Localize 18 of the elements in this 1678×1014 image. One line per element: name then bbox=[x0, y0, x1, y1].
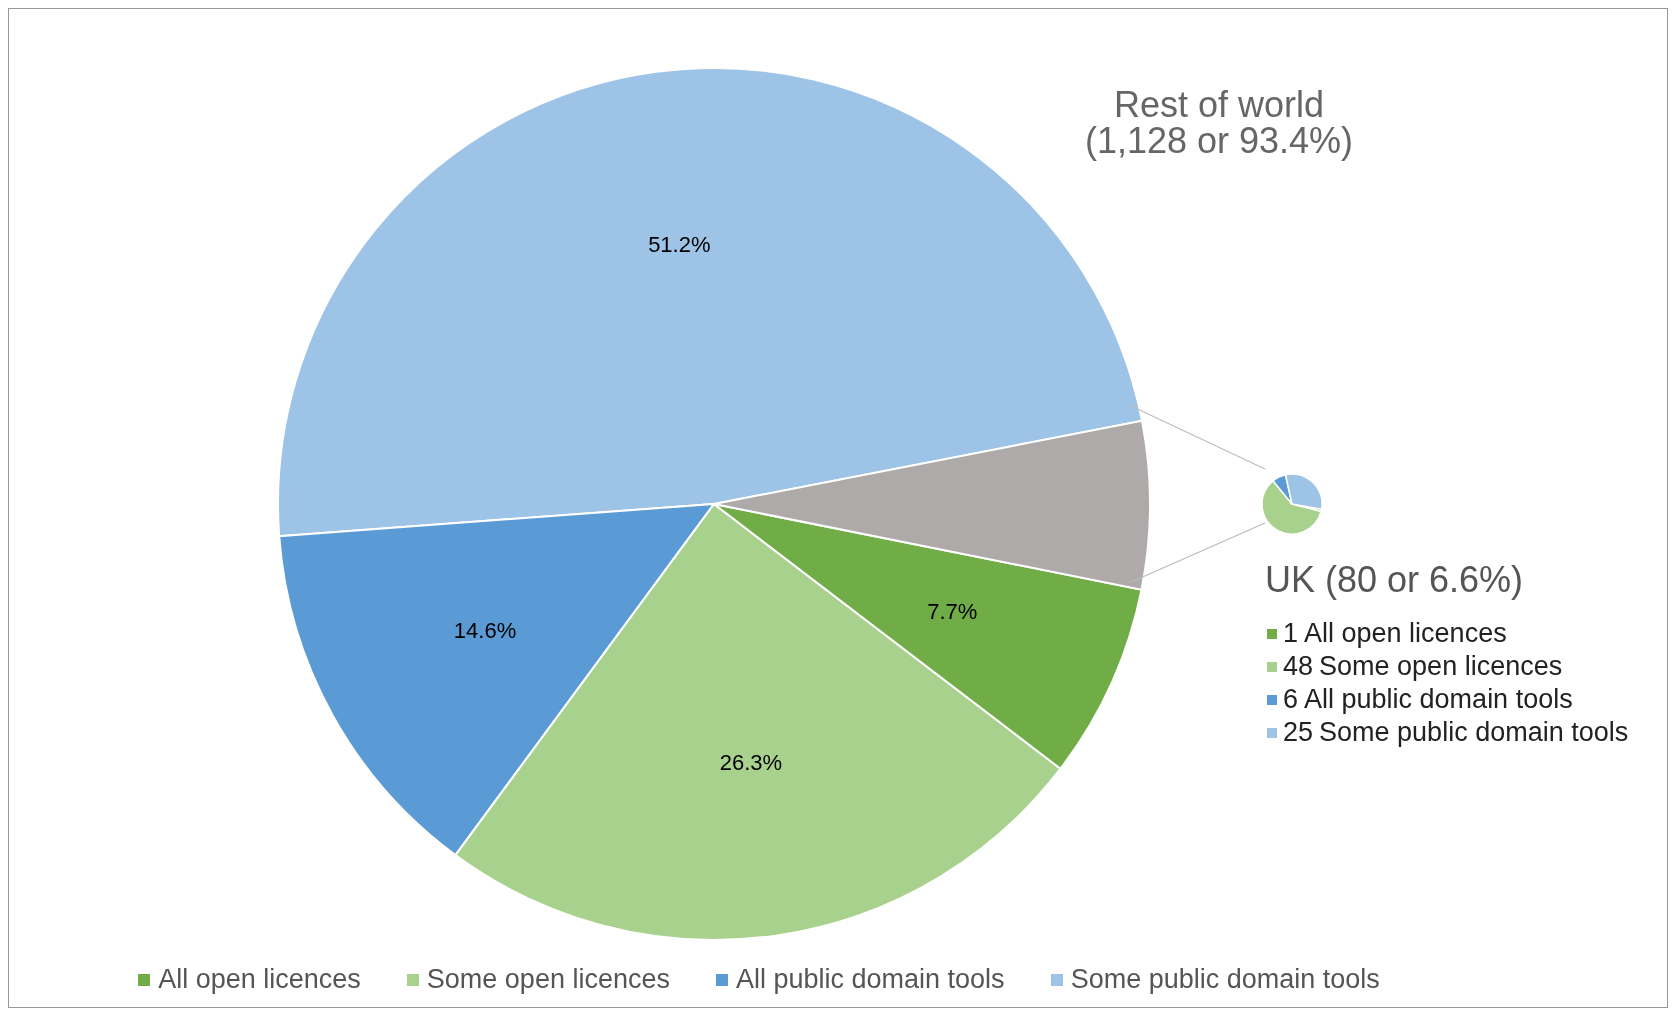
data-label: 7.7% bbox=[927, 599, 978, 625]
data-label: 25 bbox=[1283, 716, 1314, 749]
data-label: 51.2% bbox=[648, 232, 711, 258]
legend-label: All public domain tools bbox=[735, 964, 1005, 995]
legend-label: Some public domain tools bbox=[1070, 964, 1380, 995]
legend-label: All open licences bbox=[158, 964, 361, 995]
text: UK (80 or 6.6%) bbox=[1265, 559, 1524, 601]
legend-label: Some public domain tools bbox=[1319, 716, 1629, 749]
text: Rest of world (1,128 or 93.4%) bbox=[1083, 84, 1355, 161]
legend-label: All public domain tools bbox=[1304, 683, 1573, 716]
data-label: 14.6% bbox=[453, 618, 517, 644]
data-label: 26.3% bbox=[719, 750, 783, 776]
data-label: 6 bbox=[1283, 683, 1299, 716]
data-label: 1 bbox=[1283, 617, 1299, 650]
legend-label: Some open licences bbox=[426, 964, 670, 995]
legend-label: Some open licences bbox=[1319, 650, 1563, 683]
data-label: 48 bbox=[1283, 650, 1314, 683]
legend-label: All open licences bbox=[1304, 617, 1507, 650]
